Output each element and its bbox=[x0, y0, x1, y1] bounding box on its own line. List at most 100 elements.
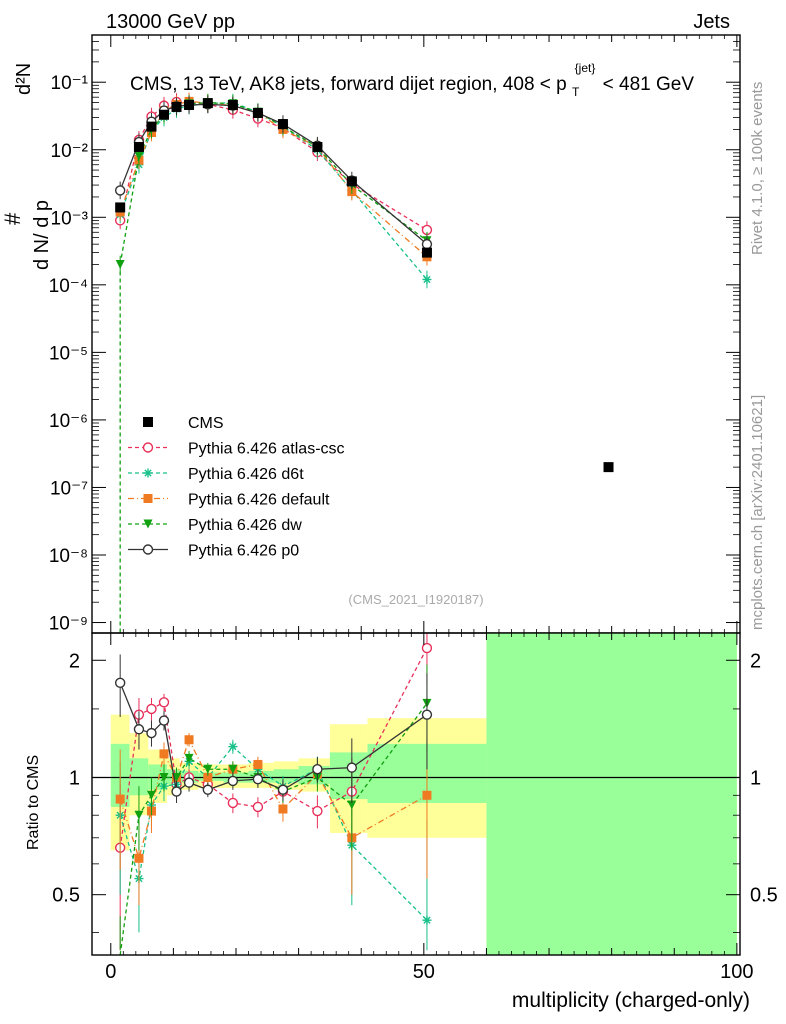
ratio-point bbox=[134, 810, 144, 820]
ratio-point bbox=[159, 749, 169, 759]
legend-marker bbox=[142, 544, 154, 555]
ylabel-top: # d N/ d p d²N bbox=[0, 63, 53, 270]
series-line bbox=[119, 101, 428, 280]
top-panel: 10⁻⁹ 10⁻⁸ 10⁻⁷ 10⁻⁶ 10⁻⁵ 10⁻⁴ 10⁻³ 10⁻² 10⁻¹ bbox=[49, 34, 741, 635]
analysis-id: (CMS_2021_I1920187) bbox=[348, 592, 483, 607]
data-point bbox=[134, 151, 144, 161]
cms-data-point bbox=[115, 202, 126, 213]
y-tick-label: 10⁻² bbox=[51, 141, 89, 162]
series-line bbox=[119, 101, 428, 265]
ratio-point bbox=[184, 735, 194, 745]
title-end: < 481 GeV bbox=[603, 74, 695, 95]
series-cms bbox=[115, 98, 614, 473]
cms-data-point bbox=[252, 108, 263, 119]
legend: CMS Pythia 6.426 atlas-csc Pythia 6.426 d6… bbox=[128, 415, 345, 560]
ratio-point bbox=[252, 801, 264, 813]
ylabel-ratio: Ratio to CMS bbox=[25, 755, 42, 850]
y-tick-label: 10⁻⁸ bbox=[49, 546, 88, 567]
ratio-point bbox=[421, 709, 433, 720]
title-main: CMS, 13 TeV, AK8 jets, forward dijet reg… bbox=[130, 74, 551, 95]
ratio-point bbox=[346, 762, 358, 773]
cms-data-point bbox=[227, 99, 238, 110]
ratio-point bbox=[422, 915, 432, 925]
series-pythia-6-426-dw bbox=[115, 93, 432, 274]
cms-data-point bbox=[171, 101, 182, 112]
ratio-point bbox=[312, 805, 323, 817]
cms-data-point bbox=[184, 99, 195, 110]
y-tick-label: 10⁻⁶ bbox=[49, 411, 88, 432]
ratio-series-pythia-6-426-p0 bbox=[114, 654, 433, 803]
title-sup: {jet} bbox=[575, 61, 596, 75]
x-tick-label: 0 bbox=[105, 961, 116, 983]
data-point bbox=[421, 238, 433, 250]
cms-data-point bbox=[146, 121, 157, 132]
legend-marker bbox=[143, 494, 153, 503]
y-tick-label: 10⁻³ bbox=[51, 208, 89, 229]
y-axis-top: 10⁻⁹ 10⁻⁸ 10⁻⁷ 10⁻⁶ 10⁻⁵ 10⁻⁴ 10⁻³ 10⁻² 10⁻¹ bbox=[49, 34, 740, 635]
y-tick-label: 10⁻⁷ bbox=[50, 478, 88, 499]
ratio-point bbox=[203, 764, 213, 774]
title-sub: T bbox=[572, 85, 580, 99]
ratio-point bbox=[146, 727, 157, 739]
ylabel-denominator: d N/ d p bbox=[31, 200, 53, 270]
cms-data-point bbox=[133, 141, 144, 152]
y-axis-ratio: 0.5 0.5 1 1 2 2 bbox=[52, 650, 778, 933]
ylabel-numerator: d²N bbox=[13, 63, 35, 95]
rivet-label: Rivet 4.1.0, ≥ 100k events bbox=[749, 82, 766, 255]
cms-data-point bbox=[421, 247, 432, 258]
legend-entry: CMS bbox=[143, 415, 224, 432]
legend-label: Pythia 6.426 d6t bbox=[188, 466, 304, 483]
ratio-frame bbox=[91, 632, 741, 956]
data-point bbox=[422, 274, 432, 284]
ratio-point bbox=[253, 759, 263, 769]
ratio-point bbox=[278, 804, 288, 814]
ratio-point bbox=[158, 697, 170, 708]
ylabel-one: # bbox=[0, 212, 25, 225]
ratio-point bbox=[277, 784, 289, 795]
ratio-point bbox=[146, 790, 156, 800]
x-axis: 0 50 100 bbox=[105, 35, 754, 983]
stat-uncertainty-band bbox=[273, 769, 299, 783]
cms-stray-point bbox=[603, 462, 614, 473]
x-tick-label: 100 bbox=[720, 961, 753, 983]
ratio-panel: 0 50 100 0.5 0.5 1 1 2 2 bbox=[52, 35, 778, 983]
ratio-point bbox=[421, 642, 433, 654]
title-p: p bbox=[556, 74, 567, 95]
legend-label: Pythia 6.426 p0 bbox=[188, 543, 299, 560]
cms-data-point bbox=[277, 119, 288, 130]
mcplots-label: mcplots.cern.ch [arXiv:2401.10621] bbox=[749, 395, 766, 630]
legend-entry: Pythia 6.426 d6t bbox=[128, 466, 304, 483]
xlabel: multiplicity (charged-only) bbox=[512, 989, 750, 1012]
ratio-point bbox=[134, 853, 144, 863]
ratio-point bbox=[159, 772, 169, 782]
ratio-y-tick-label-right: 2 bbox=[750, 650, 761, 672]
ratio-point bbox=[133, 724, 145, 735]
ratio-point bbox=[203, 772, 213, 782]
legend-marker bbox=[143, 519, 153, 529]
y-tick-label: 10⁻⁴ bbox=[49, 276, 88, 297]
ratio-point bbox=[202, 784, 214, 795]
stat-uncertainty-band bbox=[486, 633, 737, 955]
ratio-point bbox=[312, 764, 323, 775]
ratio-y-tick-label: 1 bbox=[69, 767, 80, 789]
ratio-point bbox=[252, 773, 264, 785]
legend-entry: Pythia 6.426 p0 bbox=[128, 543, 299, 560]
legend-label: Pythia 6.426 atlas-csc bbox=[188, 441, 345, 458]
legend-marker bbox=[143, 468, 153, 478]
ratio-y-tick-label-right: 1 bbox=[750, 767, 761, 789]
ratio-point bbox=[171, 786, 182, 797]
legend-label: CMS bbox=[188, 415, 224, 432]
legend-swatch bbox=[143, 417, 153, 427]
series-line bbox=[119, 103, 428, 245]
ratio-point bbox=[183, 777, 195, 788]
stat-uncertainty-band bbox=[129, 758, 149, 796]
chart-title: CMS, 13 TeV, AK8 jets, forward dijet reg… bbox=[130, 56, 694, 101]
ratio-point bbox=[227, 797, 239, 809]
y-tick-label: 10⁻¹ bbox=[51, 73, 89, 94]
cms-data-point bbox=[346, 176, 357, 187]
ratio-point bbox=[228, 742, 238, 752]
header-right: Jets bbox=[693, 11, 730, 33]
y-tick-label: 10⁻⁹ bbox=[49, 614, 88, 635]
legend-label: Pythia 6.426 default bbox=[188, 492, 330, 509]
ratio-point bbox=[422, 790, 432, 800]
